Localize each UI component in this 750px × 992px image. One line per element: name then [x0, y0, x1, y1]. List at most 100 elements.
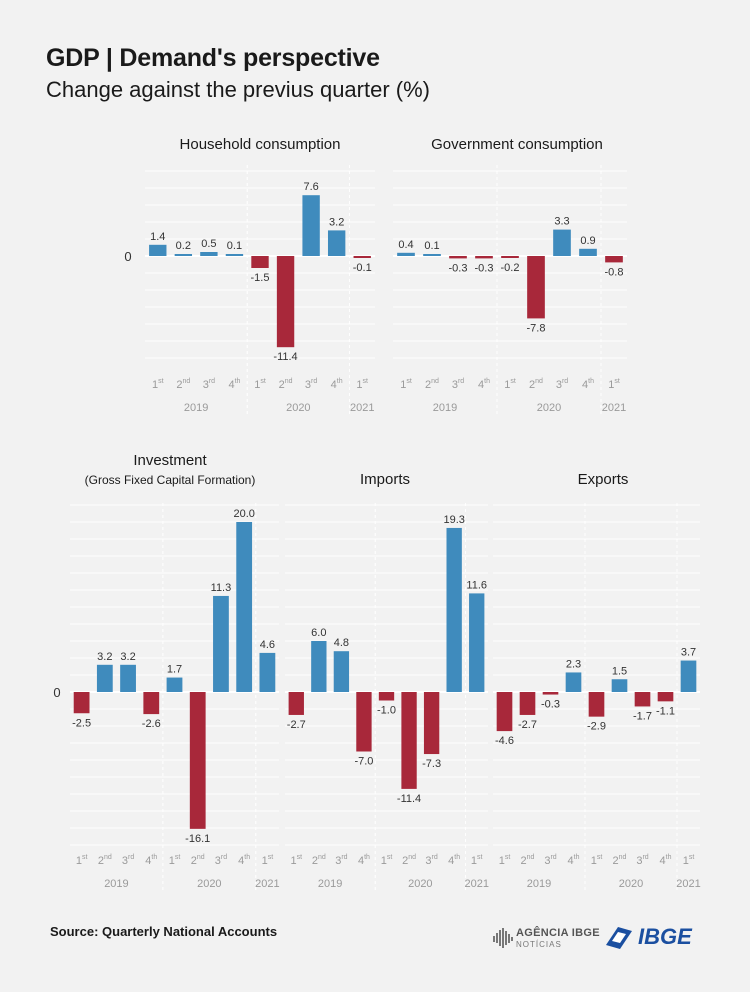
gridlines	[493, 504, 700, 846]
data-label: -0.1	[353, 262, 372, 274]
data-label: 20.0	[233, 508, 254, 520]
bar	[501, 256, 519, 258]
bar	[166, 677, 183, 692]
quarter-tick-label: 4th	[660, 854, 672, 867]
ibge-icon	[606, 927, 632, 949]
quarter-tick-label: 3rd	[544, 854, 556, 867]
quarter-tick-label: 1st	[608, 378, 620, 391]
bar	[446, 527, 462, 692]
quarter-tick-label: 1st	[262, 854, 274, 867]
year-tick-label: 2021	[255, 878, 279, 890]
bar	[527, 256, 545, 319]
agencia-logo-subtext: NOTÍCIAS	[516, 940, 562, 949]
quarter-tick-label: 2nd	[176, 378, 190, 391]
quarter-tick-label: 4th	[358, 854, 370, 867]
chart-title: Investment	[133, 452, 207, 469]
chart-title: Exports	[578, 471, 629, 488]
data-label: 0.2	[176, 240, 191, 252]
quarter-tick-label: 3rd	[122, 854, 134, 867]
data-label: 4.6	[260, 639, 275, 651]
year-tick-label: 2020	[197, 878, 221, 890]
bar	[276, 256, 295, 348]
data-label: -4.6	[495, 735, 514, 747]
quarter-tick-label: 4th	[238, 854, 250, 867]
quarter-tick-label: 1st	[290, 854, 302, 867]
year-tick-label: 2019	[184, 402, 208, 414]
data-label: -0.3	[541, 699, 560, 711]
quarter-tick-label: 4th	[568, 854, 580, 867]
quarter-tick-label: 4th	[448, 854, 460, 867]
quarter-tick-label: 2nd	[613, 854, 627, 867]
bar	[356, 692, 372, 752]
data-label: 6.0	[311, 627, 326, 639]
data-label: -0.2	[501, 262, 520, 274]
bar	[423, 254, 441, 256]
data-label: -0.3	[449, 262, 468, 274]
data-label: 0.4	[398, 239, 413, 251]
year-tick-label: 2020	[408, 878, 432, 890]
bar	[120, 664, 136, 692]
data-label: -2.7	[287, 719, 306, 731]
bar	[288, 692, 304, 715]
bar	[519, 692, 536, 715]
quarter-tick-label: 2nd	[312, 854, 326, 867]
bar	[174, 254, 193, 256]
chart-2: Government consumption 0.4 1st 0.1 2nd -0.3 3r…	[393, 136, 627, 415]
data-label: 3.3	[554, 216, 569, 228]
bar	[553, 229, 571, 256]
data-label: 4.8	[334, 637, 349, 649]
chart-4: Imports -2.7 1st 6.0 2nd 4.8 3rd -7.0 4th -1.0 1st…	[285, 471, 489, 891]
quarter-tick-label: 1st	[381, 854, 393, 867]
bar	[225, 254, 244, 256]
zero-tick-label: 0	[124, 249, 131, 264]
agencia-ibge-icon	[493, 928, 513, 948]
quarter-tick-label: 1st	[471, 854, 483, 867]
page-subtitle: Change against the previus quarter (%)	[46, 77, 430, 102]
source-note: Source: Quarterly National Accounts	[50, 924, 278, 939]
data-label: -2.7	[518, 719, 537, 731]
data-label: -11.4	[397, 793, 421, 805]
data-label: -1.0	[377, 705, 396, 717]
quarter-tick-label: 2nd	[279, 378, 293, 391]
bar	[333, 651, 350, 692]
year-tick-label: 2019	[318, 878, 342, 890]
agencia-ibge-logo: AGÊNCIA IBGE NOTÍCIAS	[492, 925, 600, 955]
bar	[259, 652, 276, 692]
gridlines	[145, 170, 375, 359]
bar	[327, 230, 346, 256]
gridlines	[393, 170, 627, 359]
data-label: 11.6	[466, 579, 487, 591]
bar	[423, 692, 440, 755]
bar	[634, 692, 651, 707]
bar	[96, 664, 113, 692]
quarter-tick-label: 2nd	[98, 854, 112, 867]
data-label: -0.3	[475, 262, 494, 274]
year-tick-label: 2019	[104, 878, 128, 890]
bar	[680, 660, 697, 692]
bar	[496, 692, 513, 732]
data-label: 19.3	[443, 514, 464, 526]
quarter-tick-label: 1st	[400, 378, 412, 391]
quarter-tick-label: 2nd	[521, 854, 535, 867]
bar	[189, 692, 206, 829]
bar	[302, 195, 320, 256]
chart-subtitle: (Gross Fixed Capital Formation)	[85, 473, 256, 487]
data-label: -2.5	[72, 717, 91, 729]
quarter-tick-label: 3rd	[636, 854, 648, 867]
data-label: -1.5	[251, 272, 270, 284]
agencia-logo-text: AGÊNCIA IBGE	[516, 927, 600, 939]
bar	[475, 256, 493, 259]
data-label: -7.0	[354, 756, 373, 768]
bar	[378, 692, 395, 701]
bar	[657, 692, 674, 702]
year-tick-label: 2021	[676, 878, 700, 890]
bar	[542, 692, 559, 695]
zero-tick-label: 0	[53, 685, 60, 700]
quarter-tick-label: 4th	[478, 378, 490, 391]
bar	[73, 692, 90, 714]
ibge-logo: IBGE	[604, 922, 704, 954]
bar	[579, 248, 597, 256]
data-label: 1.4	[150, 231, 165, 243]
quarter-tick-label: 1st	[254, 378, 266, 391]
